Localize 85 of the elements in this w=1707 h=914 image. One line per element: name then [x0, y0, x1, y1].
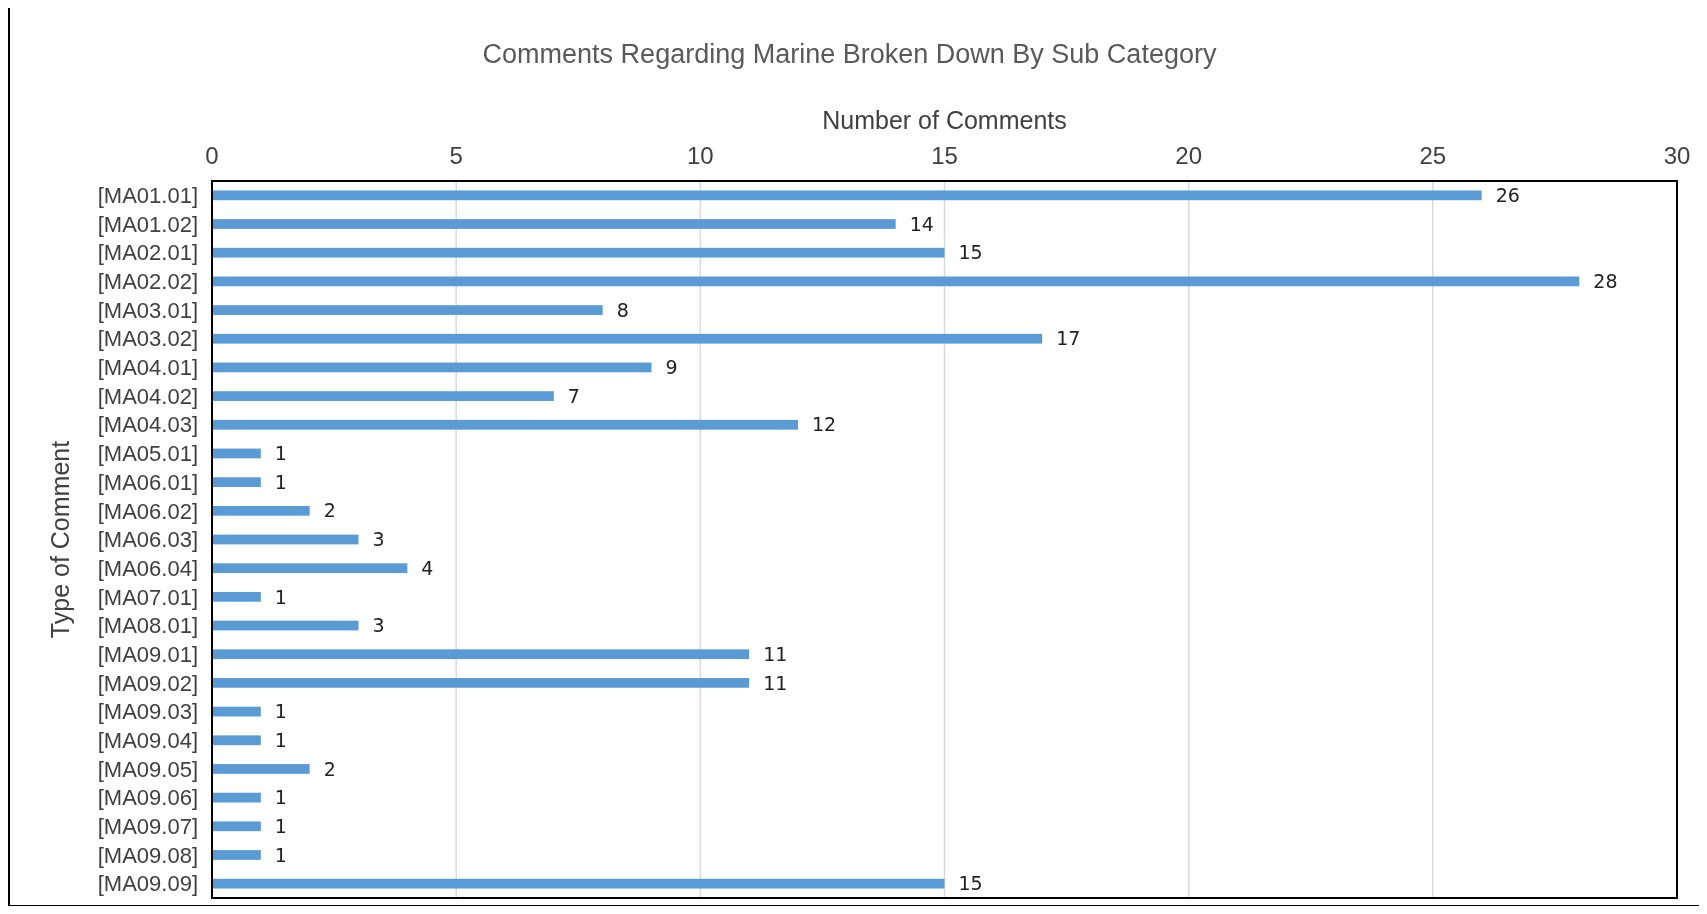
data-label: 7 — [567, 384, 580, 407]
data-label: 28 — [1593, 270, 1618, 293]
y-tick-label: [MA06.02] — [97, 498, 198, 524]
y-tick-label: [MA09.07] — [97, 814, 198, 839]
bar — [212, 362, 652, 373]
data-label: 1 — [274, 843, 287, 866]
bar — [212, 649, 750, 660]
y-tick-label: [MA09.09] — [97, 871, 198, 897]
bar — [212, 247, 945, 258]
y-tick-label: [MA09.06] — [97, 785, 198, 811]
data-label: 1 — [274, 728, 287, 751]
y-tick-label: [MA06.03] — [97, 527, 198, 553]
chart-title: Comments Regarding Marine Broken Down By Sub Category — [482, 39, 1217, 70]
x-axis-title: Number of Comments — [822, 105, 1067, 134]
bar — [212, 190, 1482, 201]
data-label: 12 — [812, 413, 837, 436]
x-tick-label: 25 — [1419, 142, 1447, 170]
x-tick-label: 0 — [205, 142, 219, 170]
bar — [212, 219, 896, 229]
y-tick-label: [MA04.01] — [97, 355, 198, 381]
bar — [212, 878, 945, 889]
bar — [212, 505, 310, 516]
data-label: 2 — [323, 499, 336, 522]
data-label: 1 — [274, 700, 287, 723]
x-tick-label: 20 — [1175, 142, 1203, 170]
bar — [212, 477, 261, 488]
bar — [212, 563, 408, 574]
data-label: 1 — [274, 814, 287, 837]
y-tick-label: [MA09.02] — [97, 670, 198, 696]
y-tick-label: [MA05.01] — [97, 441, 198, 467]
y-tick-label: [MA04.03] — [97, 412, 198, 438]
data-label: 3 — [372, 528, 385, 551]
bar — [212, 534, 359, 545]
bar — [212, 305, 603, 315]
y-tick-label: [MA02.02] — [97, 269, 198, 295]
y-tick-label: [MA04.02] — [97, 383, 198, 409]
data-label: 8 — [616, 298, 629, 321]
y-tick-label: [MA02.01] — [97, 240, 198, 266]
y-tick-label: [MA03.02] — [97, 326, 198, 352]
data-label: 3 — [372, 614, 385, 637]
bar — [212, 764, 310, 774]
bar — [212, 678, 750, 688]
data-label: 26 — [1495, 183, 1520, 206]
y-axis-title: Type of Comment — [45, 440, 74, 639]
y-tick-label: [MA09.01] — [97, 641, 198, 667]
y-tick-label: [MA09.08] — [97, 842, 198, 868]
x-tick-label: 10 — [686, 142, 714, 170]
data-label: 11 — [763, 671, 788, 694]
y-tick-label: [MA03.01] — [97, 297, 198, 323]
bar — [212, 333, 1043, 344]
data-label: 9 — [665, 356, 678, 379]
bar — [212, 419, 798, 430]
y-tick-label: [MA09.05] — [97, 756, 198, 782]
bar — [212, 850, 261, 860]
y-tick-label: [MA01.01] — [97, 183, 198, 209]
data-label: 1 — [274, 442, 287, 465]
data-label: 15 — [958, 872, 983, 895]
bar — [212, 792, 261, 803]
data-label: 11 — [763, 642, 788, 665]
data-label: 1 — [274, 470, 287, 493]
data-label: 2 — [323, 757, 336, 780]
bar — [212, 735, 261, 746]
bar — [212, 391, 554, 401]
data-label: 1 — [274, 786, 287, 809]
bar — [212, 276, 1580, 287]
bar — [212, 448, 261, 459]
y-tick-label: [MA08.01] — [97, 613, 198, 639]
data-label: 17 — [1056, 327, 1081, 350]
y-tick-label: [MA01.02] — [97, 211, 198, 237]
y-tick-label: [MA07.01] — [97, 584, 198, 610]
data-label: 14 — [909, 212, 934, 235]
x-tick-label: 15 — [931, 142, 958, 170]
y-tick-label: [MA09.03] — [97, 699, 198, 725]
y-tick-label: [MA06.04] — [97, 555, 198, 581]
data-label: 15 — [958, 241, 983, 264]
data-label: 1 — [274, 585, 287, 608]
data-label: 4 — [421, 556, 434, 579]
bar — [212, 591, 261, 602]
bar — [212, 620, 359, 631]
x-tick-label: 5 — [449, 142, 463, 170]
x-tick-label: 30 — [1663, 142, 1691, 170]
bar — [212, 821, 261, 832]
y-tick-label: [MA09.04] — [97, 727, 198, 753]
y-tick-label: [MA06.01] — [97, 469, 198, 495]
bar — [212, 706, 261, 717]
